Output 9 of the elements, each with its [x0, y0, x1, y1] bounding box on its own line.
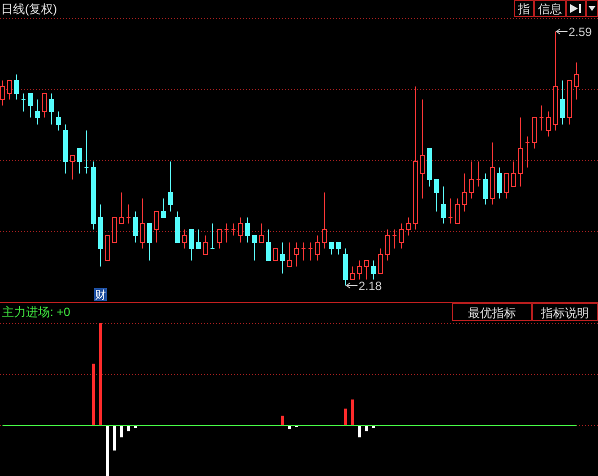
annotation: 2.18 [358, 279, 382, 293]
title: 日线(复权) [1, 2, 57, 16]
title: 主力进场: +0 [2, 305, 70, 319]
x-tick-label: 财 [94, 288, 107, 302]
annotation: 2.59 [568, 25, 592, 39]
button: 信息 [534, 0, 566, 17]
button: 指 [514, 0, 534, 17]
button: 最优指标 [452, 303, 532, 321]
button: 指标说明 [532, 303, 598, 321]
